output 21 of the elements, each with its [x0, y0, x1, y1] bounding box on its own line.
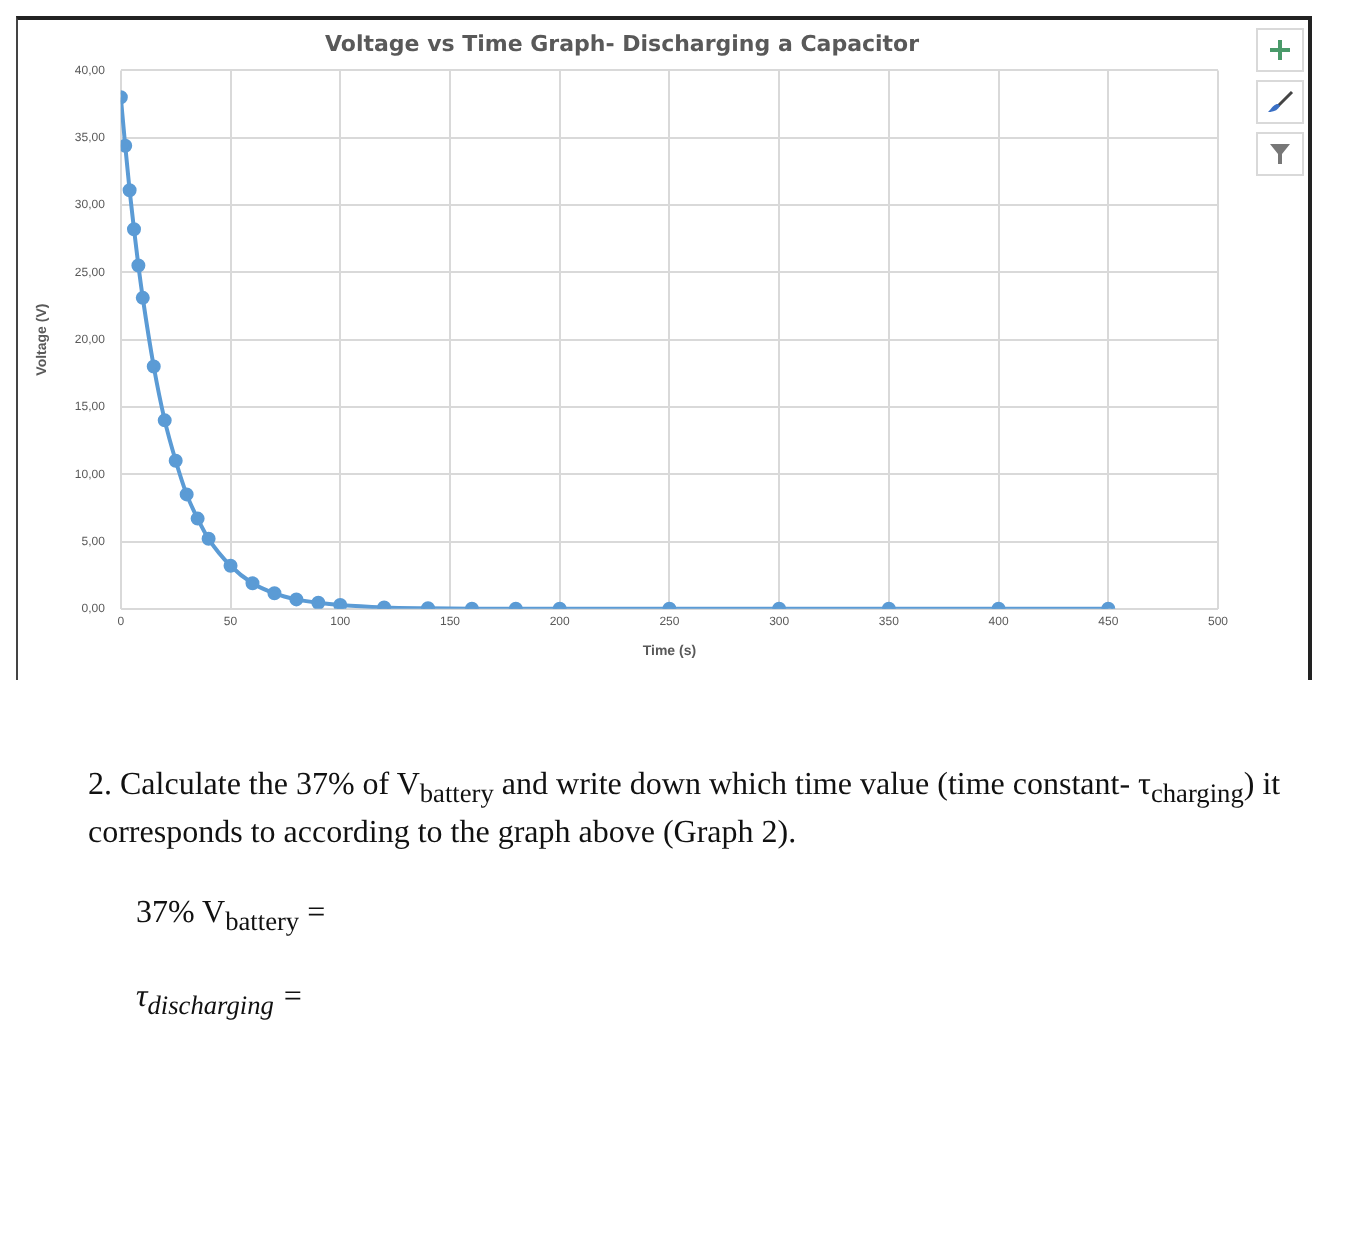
text: 2. Calculate the 37% of V$_{battery}$ and write down which time value (time constant- τ$_{charging}$) it corresponds to according to the graph above (Graph 2). — [88, 768, 1281, 851]
point — [157, 413, 172, 428]
point — [190, 511, 205, 526]
point — [311, 595, 326, 609]
point — [131, 258, 146, 273]
text: 37% V$_{battery}$ = — [134, 893, 328, 940]
point — [179, 487, 194, 502]
point — [168, 453, 183, 468]
point — [146, 359, 161, 374]
point — [120, 138, 133, 153]
point — [333, 598, 348, 609]
chart-title: Voltage vs Time Graph- Discharging a Capacitor — [324, 30, 921, 57]
point — [127, 222, 141, 237]
point — [122, 183, 137, 198]
text: τ$_{discharging}$ = — [134, 977, 306, 1025]
point — [245, 576, 260, 591]
point — [289, 592, 304, 607]
point — [223, 558, 238, 573]
point — [201, 531, 216, 546]
point — [267, 586, 282, 601]
point — [135, 290, 150, 305]
